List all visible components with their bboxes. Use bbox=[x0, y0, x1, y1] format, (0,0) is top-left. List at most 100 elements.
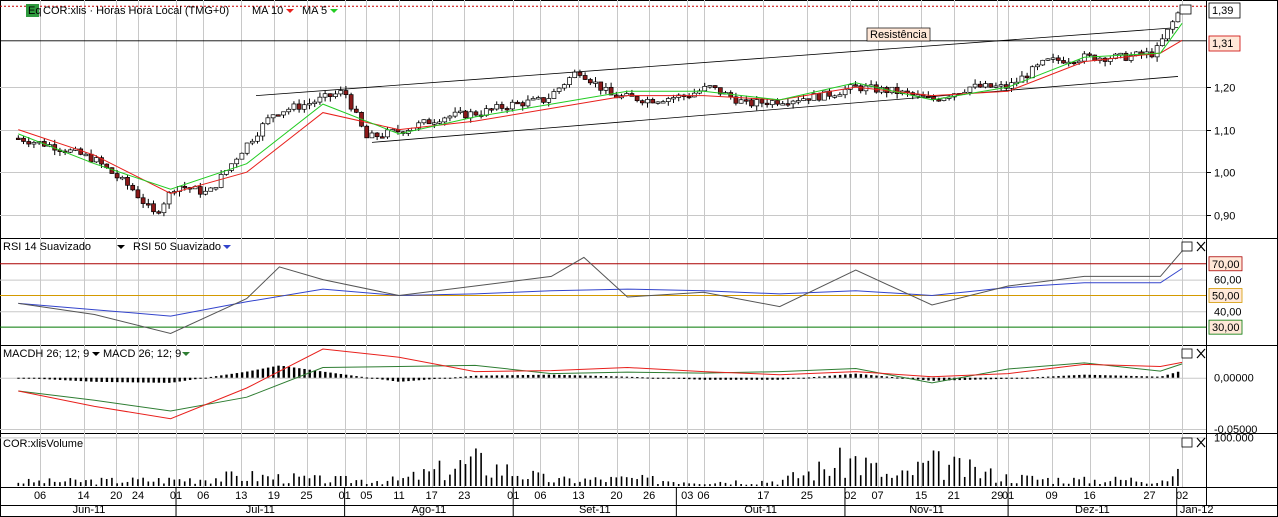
candle bbox=[541, 97, 546, 105]
ma5-dropdown-icon[interactable] bbox=[330, 9, 338, 13]
macd-dropdown-icon[interactable] bbox=[182, 352, 190, 356]
volume-bar bbox=[137, 479, 139, 486]
macd-histogram-bar bbox=[318, 371, 322, 378]
volume-bar bbox=[256, 481, 259, 486]
candle bbox=[421, 119, 427, 125]
day-label: 13 bbox=[572, 490, 584, 502]
volume-bar bbox=[209, 483, 212, 486]
candle-body bbox=[312, 101, 318, 104]
candle bbox=[145, 198, 151, 209]
candle bbox=[1055, 55, 1061, 64]
macd-histogram-bar bbox=[220, 375, 223, 378]
candle-body bbox=[421, 119, 427, 124]
candle-body bbox=[1165, 28, 1170, 40]
macd-histogram-bar bbox=[537, 374, 540, 378]
macd-histogram-bar bbox=[927, 377, 930, 381]
candle bbox=[83, 152, 89, 157]
candle bbox=[338, 86, 344, 97]
volume-bar bbox=[90, 479, 92, 486]
candle bbox=[702, 82, 708, 92]
macd-histogram-bar bbox=[69, 377, 72, 381]
volume-bar bbox=[1041, 479, 1044, 486]
macd-close-icon[interactable] bbox=[1196, 348, 1206, 359]
candle bbox=[457, 106, 463, 115]
rsi-maximize-icon[interactable] bbox=[1181, 241, 1193, 252]
candle-body bbox=[988, 83, 994, 88]
candle-body bbox=[307, 103, 312, 106]
price-panel-title: COR:xlis · Horas Hora Local (TMG+0) bbox=[43, 5, 229, 17]
candle-body bbox=[743, 99, 749, 102]
candle bbox=[1050, 53, 1056, 63]
rsi-close-icon[interactable] bbox=[1196, 241, 1206, 252]
volume-bar bbox=[875, 462, 878, 486]
candle bbox=[489, 107, 494, 113]
candle bbox=[353, 105, 359, 114]
candle-body bbox=[457, 110, 463, 113]
rsi50-dropdown-icon[interactable] bbox=[223, 245, 231, 249]
volume-maximize-icon[interactable] bbox=[1181, 437, 1193, 448]
candle bbox=[738, 95, 744, 104]
volume-bar bbox=[823, 469, 826, 486]
volume-bar bbox=[376, 481, 378, 486]
candle-body bbox=[587, 79, 593, 84]
candle bbox=[67, 148, 73, 154]
candle-body bbox=[203, 190, 208, 195]
volume-bar bbox=[693, 483, 696, 486]
volume-bar bbox=[261, 474, 264, 486]
volume-bar bbox=[298, 476, 300, 486]
macd-histogram-bar bbox=[651, 377, 655, 379]
macd-histogram-bar bbox=[1119, 375, 1123, 378]
macd-histogram-bar bbox=[901, 377, 904, 379]
candle bbox=[598, 81, 604, 95]
candle-body bbox=[821, 90, 827, 101]
macd-histogram-bar bbox=[1109, 375, 1112, 378]
macd-histogram-bar bbox=[542, 374, 545, 378]
candle bbox=[785, 98, 791, 107]
candle bbox=[151, 200, 156, 215]
rsi14-dropdown-icon[interactable] bbox=[117, 245, 125, 249]
macd-histogram-bar bbox=[1161, 376, 1164, 378]
candle bbox=[322, 90, 328, 102]
candle-body bbox=[551, 91, 557, 99]
macd-histogram-bar bbox=[1098, 375, 1102, 378]
volume-bar bbox=[584, 478, 586, 486]
candle-body bbox=[1071, 61, 1077, 65]
candle-body bbox=[525, 99, 531, 107]
candle-body bbox=[983, 83, 988, 88]
candle bbox=[494, 101, 500, 111]
macd-histogram-bar bbox=[688, 377, 691, 380]
volume-bar bbox=[360, 479, 363, 486]
volume-bar bbox=[38, 480, 40, 486]
macd-histogram-bar bbox=[568, 375, 571, 378]
candle-body bbox=[671, 97, 676, 100]
macd-histogram-bar bbox=[173, 377, 176, 383]
candle-body bbox=[629, 93, 635, 97]
volume-bar bbox=[672, 482, 675, 486]
volume-bar bbox=[371, 482, 373, 486]
candle bbox=[140, 193, 146, 208]
price-tick-label: 1,20 bbox=[1214, 83, 1235, 95]
candle-body bbox=[21, 137, 26, 142]
macd-maximize-icon[interactable] bbox=[1181, 348, 1193, 359]
macd-histogram-bar bbox=[958, 377, 961, 381]
candle-body bbox=[795, 100, 801, 103]
volume-close-icon[interactable] bbox=[1196, 437, 1206, 448]
maximize-icon[interactable] bbox=[1179, 4, 1192, 15]
volume-bar bbox=[438, 460, 441, 486]
candle-body bbox=[416, 122, 422, 129]
macdh-dropdown-icon[interactable] bbox=[92, 352, 100, 356]
candle bbox=[1061, 56, 1066, 64]
macd-histogram-bar bbox=[885, 376, 889, 378]
candle bbox=[208, 187, 214, 192]
candle bbox=[229, 163, 234, 173]
macd-histogram-bar bbox=[838, 374, 842, 378]
macd-histogram-bar bbox=[121, 377, 124, 383]
day-label: 06 bbox=[534, 490, 546, 502]
candle bbox=[925, 91, 931, 99]
volume-bar bbox=[641, 474, 644, 486]
volume-bar bbox=[365, 484, 368, 486]
volume-bar bbox=[495, 464, 498, 486]
volume-bar bbox=[350, 483, 352, 486]
ma10-dropdown-icon[interactable] bbox=[286, 9, 294, 13]
volume-bar bbox=[729, 484, 732, 486]
